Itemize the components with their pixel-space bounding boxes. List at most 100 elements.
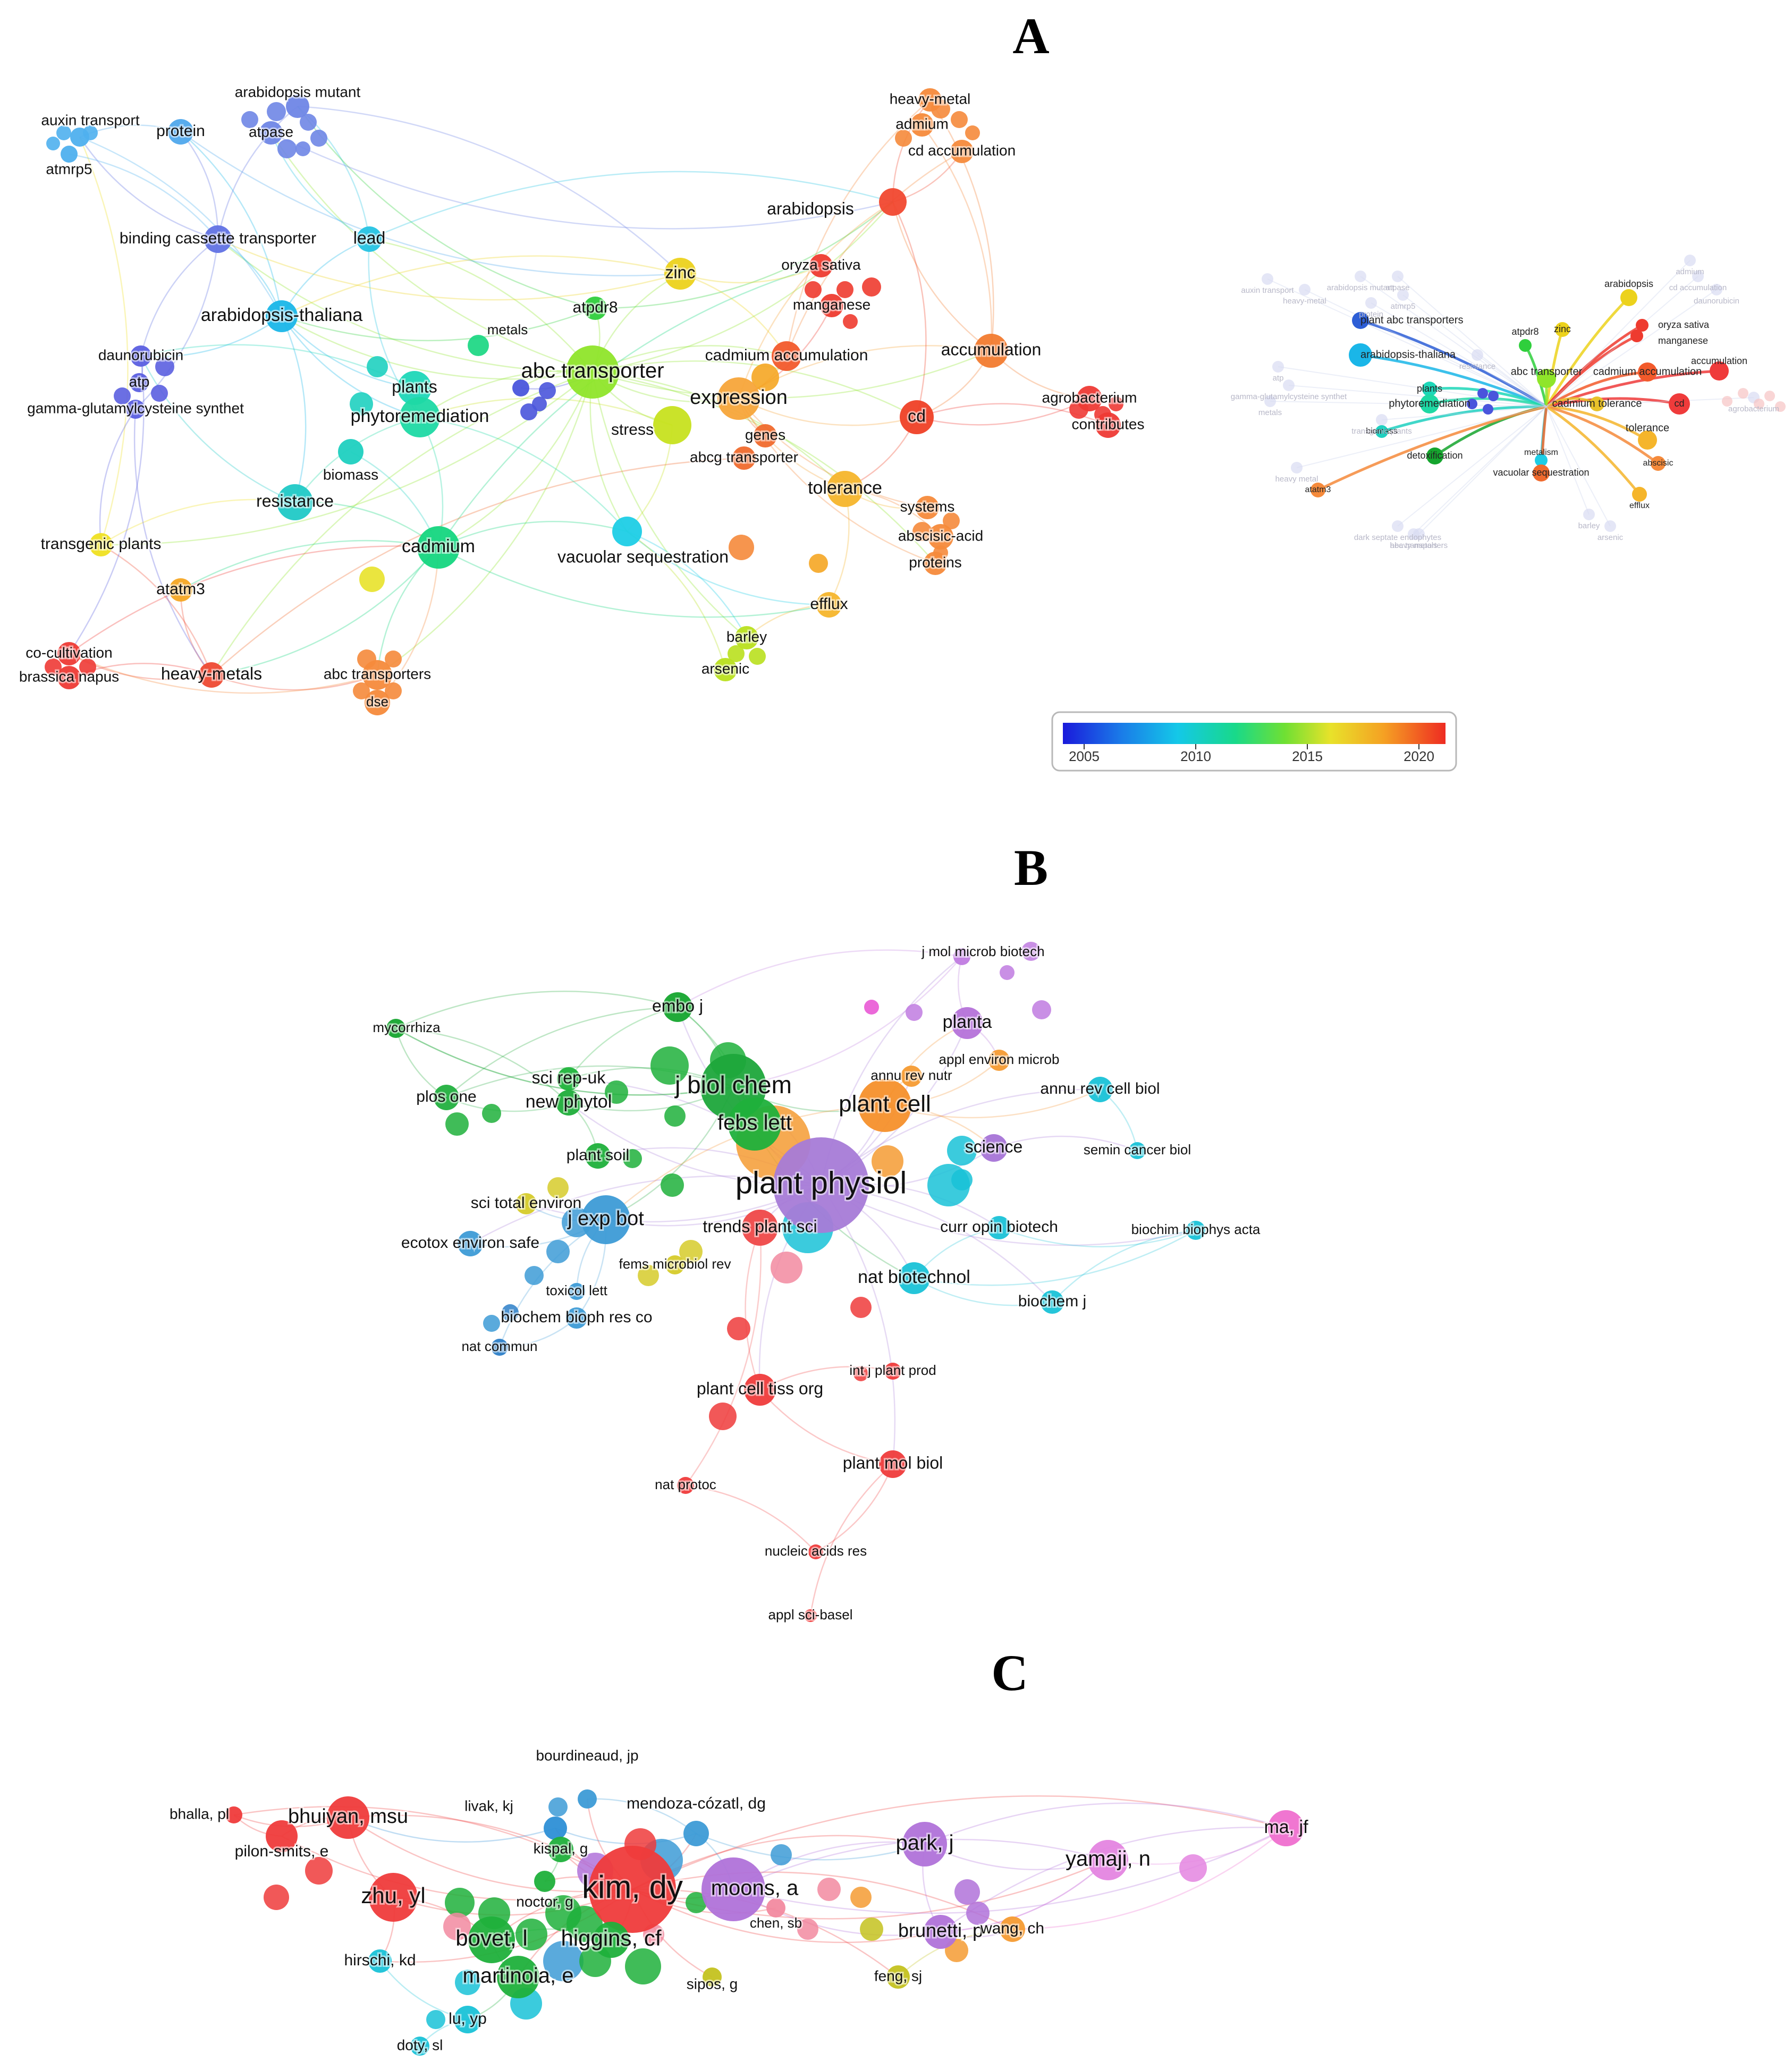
node-semin-cancer-biol[interactable] [1129, 1142, 1146, 1159]
node-manganese[interactable] [820, 294, 843, 317]
inset-node-oryza-sativa[interactable] [1636, 319, 1649, 332]
node-j-exp-bot[interactable] [581, 1195, 630, 1244]
node-appl-sci-basel[interactable] [804, 1609, 817, 1622]
node-lu-yp[interactable] [454, 2006, 481, 2033]
inset-node-biomass[interactable] [1375, 425, 1388, 438]
inset-node-atpdr8[interactable] [1519, 339, 1532, 352]
node-plos-one[interactable] [434, 1085, 459, 1110]
inset-node-efflux[interactable] [1632, 487, 1647, 502]
inset-node-abc-transporter[interactable] [1537, 369, 1556, 388]
node-curr-opin-biotech[interactable] [987, 1216, 1011, 1239]
inset-node-tolerance[interactable] [1638, 430, 1657, 450]
node-bhuiyan-msu[interactable] [327, 1796, 369, 1839]
node-abcg-transporter[interactable] [732, 446, 756, 470]
node-atp[interactable] [130, 373, 149, 392]
node-co-cultivation[interactable] [57, 642, 81, 665]
node-gamma-glutamylcysteine-synthet[interactable] [126, 400, 145, 419]
inset-node-phytoremediation[interactable] [1420, 394, 1439, 413]
node-fems-microbiol-rev[interactable] [665, 1255, 684, 1274]
node-plant-physiol[interactable] [773, 1137, 869, 1233]
node-cd-accumulation[interactable] [950, 140, 974, 163]
node-brunetti-p[interactable] [924, 1915, 958, 1949]
node-mendoza-cozatl-dg[interactable] [683, 1821, 709, 1846]
node-j-mol-microb-biotech[interactable] [953, 948, 970, 965]
node-cadmium-accumulation[interactable] [772, 341, 801, 371]
inset-node-abscisic[interactable] [1651, 456, 1666, 471]
node-zhu-yl[interactable] [369, 1873, 418, 1922]
node-livak-kj[interactable] [544, 1817, 567, 1840]
node-oryza-sativa[interactable] [809, 254, 833, 277]
inset-node-cd[interactable] [1669, 393, 1690, 415]
inset-node-arabidopsis[interactable] [1620, 289, 1637, 306]
node-mycorrhiza[interactable] [386, 1019, 405, 1038]
inset-node-cadmium-tolerance[interactable] [1590, 396, 1604, 411]
node-tolerance[interactable] [827, 471, 863, 507]
inset-node-vacuolar-sequestration[interactable] [1533, 464, 1550, 482]
node-plant-mol-biol[interactable] [879, 1450, 907, 1478]
node-bovet-l[interactable] [468, 1916, 515, 1963]
node-contributes[interactable] [1095, 412, 1121, 438]
node-science[interactable] [980, 1134, 1008, 1162]
node-protein[interactable] [168, 119, 193, 145]
inset-node-cadmium-accumulation[interactable] [1638, 362, 1657, 382]
node-martinoia-e[interactable] [497, 1956, 539, 1998]
node-barley[interactable] [735, 626, 758, 649]
node-embo-j[interactable] [663, 992, 692, 1022]
node-planta[interactable] [951, 1007, 983, 1039]
node-systems[interactable] [916, 496, 939, 519]
node-new-phytol[interactable] [556, 1090, 581, 1116]
node-proteins[interactable] [924, 552, 947, 575]
node-plant-cell[interactable] [858, 1079, 911, 1132]
node-genes[interactable] [754, 424, 777, 447]
node-bourdineaud-jp[interactable] [578, 1789, 597, 1809]
node-daunorubicin[interactable] [130, 345, 151, 367]
node-ecotox-environ-safe[interactable] [458, 1231, 483, 1256]
node-admium[interactable] [910, 113, 934, 137]
node-cadmium[interactable] [417, 526, 460, 569]
inset-node-detoxification[interactable] [1426, 447, 1443, 464]
node-nat-commun[interactable] [491, 1339, 508, 1356]
node-doty-sl[interactable] [410, 2037, 429, 2056]
node-noctor-g[interactable] [534, 1871, 555, 1892]
inset-node-accumulation[interactable] [1710, 361, 1729, 381]
node-biochem-j[interactable] [1041, 1290, 1064, 1314]
node-int-j-plant-prod[interactable] [884, 1363, 901, 1380]
node-phytoremediation[interactable] [400, 397, 440, 437]
node-vacuolar-sequestration[interactable] [612, 517, 642, 546]
node-moons-a[interactable] [701, 1857, 765, 1921]
node-auxin-transport[interactable] [70, 128, 89, 147]
node-trends-plant-sci[interactable] [742, 1210, 778, 1246]
node-arabidopsis-thaliana[interactable] [266, 300, 298, 332]
inset-node-metalism[interactable] [1535, 454, 1548, 467]
node-efflux[interactable] [816, 592, 842, 618]
node-kispal-g[interactable] [548, 1837, 573, 1862]
inset-node-manganese[interactable] [1630, 330, 1643, 342]
node-abc-transporters[interactable] [362, 660, 392, 690]
inset-node-zinc[interactable] [1555, 322, 1570, 337]
node-lead[interactable] [357, 226, 382, 252]
node-kim-dy[interactable] [589, 1846, 676, 1933]
node-febs-lett[interactable] [728, 1097, 781, 1151]
node-bhalla-pl[interactable] [225, 1806, 242, 1823]
node-toxicol-lett[interactable] [568, 1283, 585, 1300]
node-ma-jf[interactable] [1268, 1810, 1304, 1846]
node-annu-rev-nutr[interactable] [901, 1066, 922, 1087]
node-atatm3[interactable] [169, 578, 192, 602]
node-nucleic-acids-res[interactable] [808, 1544, 823, 1559]
node-atpase[interactable] [259, 121, 283, 145]
node-arabidopsis[interactable] [879, 188, 907, 216]
node-park-j[interactable] [902, 1822, 947, 1866]
node-resistance[interactable] [277, 484, 313, 520]
node-higgins-cf[interactable] [593, 1922, 629, 1958]
node-expression[interactable] [717, 377, 760, 420]
inset-node-plants[interactable] [1422, 382, 1437, 396]
node-accumulation[interactable] [974, 334, 1008, 368]
node-appl-environ-microb[interactable] [988, 1050, 1010, 1071]
node-nat-biotechnol[interactable] [898, 1262, 930, 1294]
node-binding-cassette-transporter[interactable] [204, 225, 232, 253]
node-sci-rep-uk[interactable] [557, 1067, 580, 1091]
node-heavy-metals[interactable] [199, 662, 224, 688]
node-arsenic[interactable] [714, 658, 737, 681]
node-cd[interactable] [900, 400, 934, 434]
inset-node-arabidopsis-thaliana[interactable] [1349, 343, 1372, 367]
